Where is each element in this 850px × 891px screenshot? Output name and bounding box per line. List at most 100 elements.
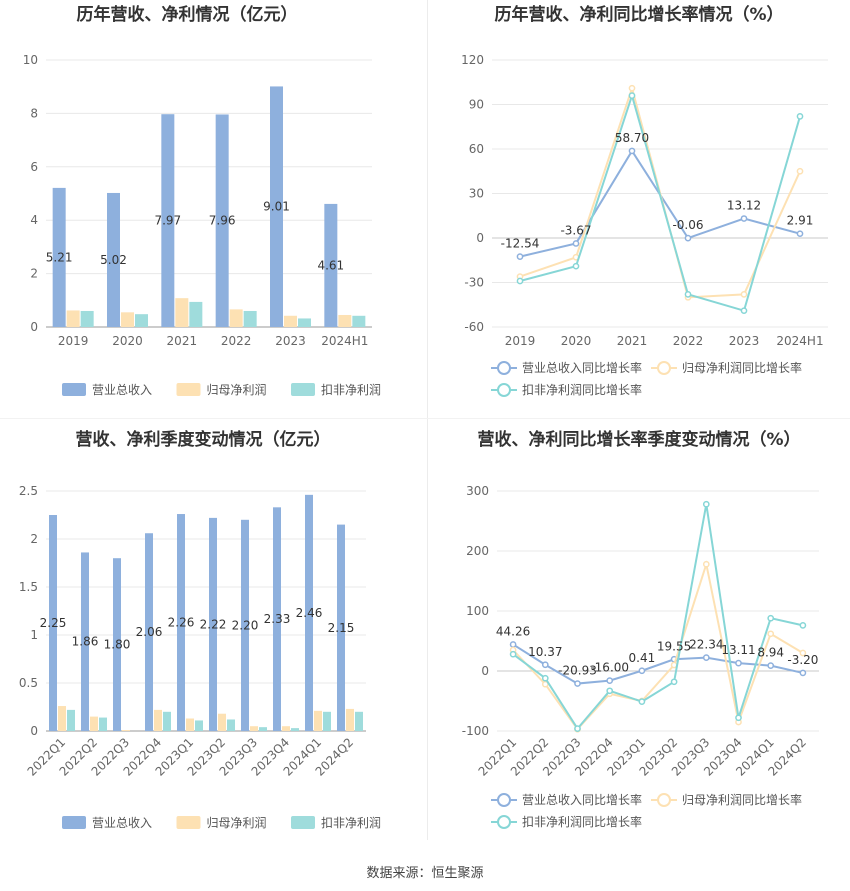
x-tick-label: 2022 — [221, 334, 252, 348]
data-point — [767, 630, 775, 638]
data-point — [767, 614, 775, 622]
chart-title: 营收、净利季度变动情况（亿元） — [76, 429, 331, 450]
data-point — [628, 84, 636, 92]
data-point — [516, 277, 524, 285]
y-tick-label: -60 — [464, 320, 484, 334]
bar — [346, 708, 354, 731]
legend-label: 营业总收入 — [92, 383, 152, 397]
data-label: 1.86 — [72, 635, 99, 649]
chart-title: 历年营收、净利情况（亿元） — [77, 4, 298, 25]
data-point — [574, 725, 581, 732]
x-tick-label: 2023 — [275, 334, 306, 348]
data-point — [606, 687, 614, 695]
data-label: 5.21 — [46, 250, 73, 264]
data-point — [796, 167, 804, 175]
data-point — [702, 560, 710, 568]
data-label: -3.67 — [560, 223, 591, 237]
y-tick-label: 4 — [30, 213, 38, 227]
data-label: 1.80 — [104, 638, 131, 652]
bar — [324, 203, 338, 327]
data-point — [574, 680, 581, 687]
bar — [135, 314, 148, 327]
bar — [195, 720, 203, 731]
bar — [154, 709, 162, 731]
y-tick-label: 60 — [469, 142, 484, 156]
data-point — [572, 240, 580, 247]
bar — [66, 310, 80, 327]
series-line — [512, 643, 804, 685]
bar — [215, 114, 229, 327]
bar — [282, 726, 290, 731]
x-tick-label: 2023 — [729, 334, 760, 348]
bar — [243, 310, 257, 327]
data-point — [628, 92, 636, 99]
bar — [145, 533, 153, 731]
data-point — [684, 234, 692, 242]
legend-marker — [497, 815, 511, 829]
y-tick-label: 90 — [469, 98, 484, 112]
chart-title: 历年营收、净利同比增长率情况（%） — [494, 4, 783, 25]
data-label: 13.11 — [721, 643, 755, 657]
legend-swatch — [176, 816, 201, 829]
data-label: -20.93 — [558, 664, 597, 678]
data-label: 2.20 — [232, 618, 259, 632]
data-point — [638, 698, 646, 705]
y-tick-label: 1 — [30, 628, 38, 642]
annual-growth-rate-panel: 历年营收、净利同比增长率情况（%） -60 -30 0 30 60 90 120 2019 202… — [425, 0, 850, 410]
x-tick-label: 2021 — [167, 334, 198, 348]
data-point — [638, 667, 646, 675]
annual-revenue-profit-panel: 历年营收、净利情况（亿元） 0 2 4 6 8 10 2019 2020 2021 2022 2023… — [0, 0, 425, 410]
series-line — [512, 504, 804, 731]
data-point — [702, 654, 710, 661]
data-label: 2.46 — [296, 606, 323, 620]
legend-swatch — [291, 816, 315, 829]
data-label: -12.54 — [501, 237, 540, 251]
bar — [113, 558, 121, 731]
legend-label: 扣非净利润 — [321, 383, 381, 397]
bar — [250, 726, 258, 731]
data-label: 2.26 — [168, 616, 195, 630]
legend-label: 归母净利润 — [207, 383, 267, 397]
data-point — [684, 291, 692, 298]
y-tick-label: 100 — [466, 604, 489, 618]
data-point — [541, 661, 549, 669]
y-tick-label: 6 — [30, 160, 38, 174]
x-tick-label: 2021 — [617, 334, 648, 348]
y-tick-label: 8 — [30, 106, 38, 120]
data-label: 10.37 — [528, 645, 562, 659]
bar — [291, 728, 299, 731]
data-point — [740, 291, 748, 298]
legend-label: 营业总收入 — [92, 816, 152, 830]
y-tick-label: 0 — [481, 664, 489, 678]
y-tick-label: 2 — [30, 267, 38, 281]
bar — [209, 517, 217, 731]
y-tick-label: 2.5 — [19, 484, 38, 498]
legend-label: 归母净利润同比增长率 — [682, 360, 802, 375]
y-tick-label: -100 — [462, 724, 489, 738]
data-label: 2.91 — [787, 214, 814, 228]
series-line — [519, 92, 801, 312]
data-point — [799, 622, 807, 629]
data-source-note: 数据来源：恒生聚源 — [366, 866, 484, 881]
quarterly-bar-chart: 营收、净利季度变动情况（亿元）00.511.522.52022Q12022Q22… — [19, 429, 381, 830]
x-tick-label: 2019 — [505, 334, 536, 348]
bar — [241, 519, 249, 731]
bar — [58, 706, 66, 731]
data-label: 2.06 — [136, 625, 163, 639]
data-point — [509, 641, 517, 648]
y-tick-label: 200 — [466, 544, 489, 558]
bar — [337, 524, 345, 731]
bar — [298, 318, 311, 327]
bar — [314, 710, 322, 731]
bar — [270, 86, 283, 327]
series-line — [512, 560, 804, 731]
y-tick-label: 2 — [30, 532, 38, 546]
bar — [80, 310, 94, 327]
data-point — [796, 113, 804, 120]
y-tick-label: 0.5 — [19, 676, 38, 690]
data-label: 2.15 — [328, 621, 355, 635]
legend-swatch — [176, 383, 201, 396]
data-point — [799, 649, 807, 657]
data-point — [516, 253, 524, 260]
bar — [49, 515, 57, 731]
